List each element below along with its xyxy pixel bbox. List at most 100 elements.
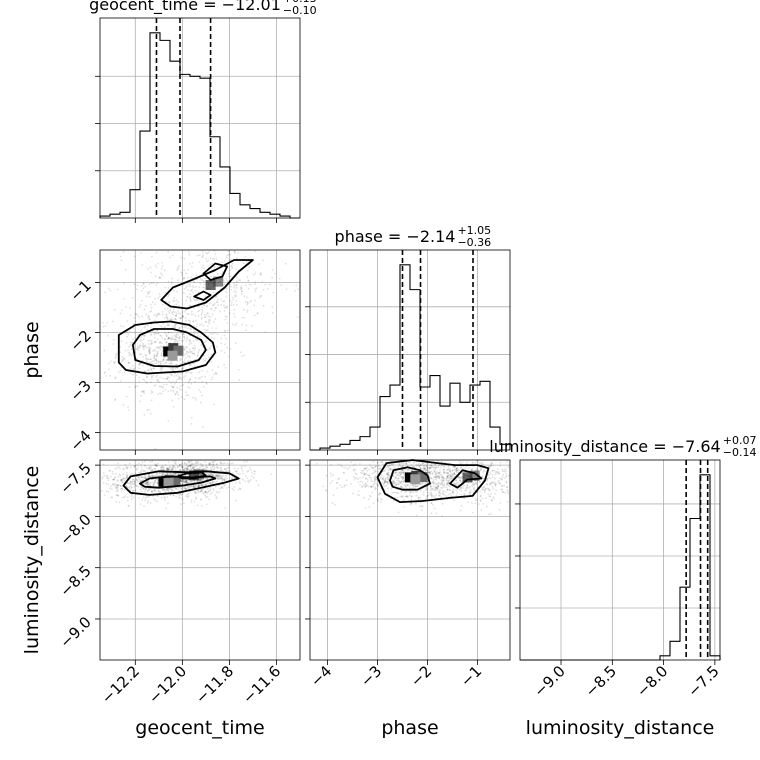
- sample-point: [458, 476, 461, 479]
- sample-point: [425, 497, 427, 499]
- sample-point: [147, 495, 150, 498]
- sample-point: [164, 286, 167, 289]
- sample-point: [143, 370, 146, 373]
- sample-point: [488, 465, 490, 468]
- sample-point: [138, 367, 141, 369]
- sample-point: [339, 484, 342, 486]
- sample-point: [146, 484, 149, 487]
- sample-point: [132, 496, 135, 499]
- sample-point: [370, 476, 372, 479]
- sample-point: [163, 316, 166, 319]
- sample-point: [499, 477, 501, 480]
- sample-point: [211, 257, 214, 260]
- sample-point: [175, 314, 178, 317]
- sample-point: [181, 368, 184, 370]
- sample-point: [170, 362, 173, 365]
- sample-point: [180, 316, 183, 319]
- sample-point: [188, 350, 191, 353]
- sample-point: [402, 480, 405, 483]
- sample-point: [153, 481, 156, 484]
- sample-point: [185, 480, 187, 483]
- sample-point: [191, 464, 193, 466]
- sample-point: [501, 488, 504, 491]
- sample-point: [210, 473, 213, 475]
- sample-point: [152, 483, 155, 485]
- sample-point: [150, 340, 153, 342]
- sample-point: [195, 298, 198, 301]
- sample-point: [394, 481, 397, 484]
- sample-point: [144, 370, 147, 373]
- sample-point: [233, 252, 236, 255]
- sample-point: [439, 469, 441, 472]
- sample-point: [208, 473, 211, 475]
- sample-point: [142, 482, 145, 485]
- sample-point: [352, 464, 355, 467]
- sample-point: [135, 374, 138, 377]
- sample-point: [357, 481, 360, 483]
- sample-point: [381, 478, 384, 481]
- sample-point: [235, 499, 238, 502]
- sample-point: [411, 495, 413, 498]
- sample-point: [456, 466, 459, 469]
- sample-point: [103, 349, 106, 352]
- sample-point: [392, 482, 394, 485]
- sample-point: [155, 251, 158, 254]
- sample-point: [409, 491, 412, 494]
- sample-point: [197, 485, 200, 488]
- sample-point: [189, 464, 192, 467]
- sample-point: [403, 484, 406, 487]
- x-tick-label: −12.0: [145, 662, 190, 707]
- sample-point: [130, 494, 133, 496]
- sample-point: [163, 496, 166, 499]
- sample-point: [251, 324, 254, 327]
- density-cells: [158, 469, 205, 489]
- sample-point: [185, 462, 188, 465]
- sample-point: [213, 337, 216, 340]
- sample-point: [141, 290, 143, 292]
- sample-point: [165, 317, 168, 319]
- sample-point: [114, 356, 117, 358]
- sample-point: [177, 334, 180, 336]
- sample-point: [364, 483, 367, 486]
- sample-point: [204, 490, 207, 493]
- sample-point: [338, 477, 340, 480]
- sample-point: [153, 474, 156, 477]
- sample-point: [169, 310, 172, 312]
- sample-point: [421, 505, 424, 508]
- sample-point: [143, 392, 146, 395]
- sample-point: [400, 476, 402, 478]
- sample-point: [211, 463, 214, 466]
- histogram-steps-geocent-time: [99, 32, 300, 219]
- sample-point: [214, 307, 217, 309]
- sample-point: [179, 469, 182, 472]
- sample-point: [175, 472, 178, 475]
- sample-point: [128, 345, 131, 348]
- sample-point: [172, 467, 175, 470]
- sample-point: [115, 500, 118, 503]
- sample-point: [125, 467, 128, 470]
- sample-point: [170, 317, 173, 320]
- sample-point: [142, 342, 145, 345]
- sample-point: [460, 493, 463, 496]
- sample-point: [200, 484, 203, 487]
- sample-point: [143, 379, 146, 382]
- sample-point: [214, 296, 217, 298]
- sample-point: [205, 251, 208, 254]
- sample-point: [115, 494, 118, 497]
- sample-point: [194, 486, 196, 489]
- sample-point: [454, 468, 456, 471]
- sample-point: [183, 346, 186, 348]
- sample-point: [414, 490, 417, 493]
- sample-point: [211, 474, 214, 477]
- sample-point: [178, 496, 180, 499]
- sample-point: [184, 317, 187, 319]
- sample-point: [368, 474, 371, 477]
- sample-point: [189, 359, 192, 362]
- sample-point: [143, 460, 146, 463]
- sample-point: [172, 460, 175, 463]
- sample-point: [204, 496, 207, 499]
- sample-point: [502, 473, 505, 476]
- sample-point: [486, 477, 489, 480]
- sample-point: [507, 492, 510, 495]
- sample-point: [159, 276, 161, 279]
